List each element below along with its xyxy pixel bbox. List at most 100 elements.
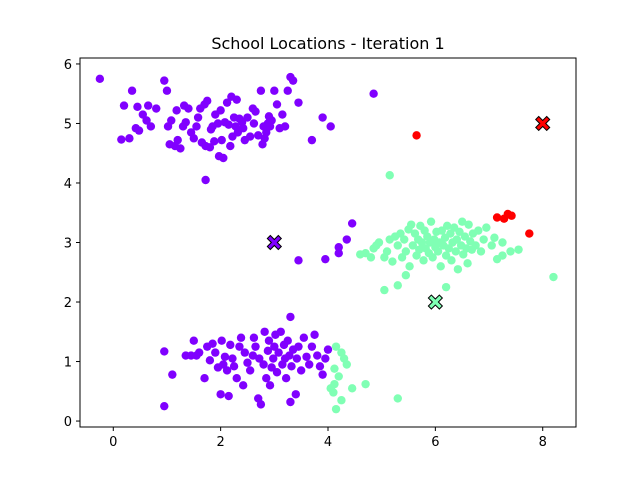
data-point <box>474 226 483 235</box>
data-point <box>278 110 287 119</box>
chart-title: School Locations - Iteration 1 <box>211 34 444 53</box>
data-point <box>441 251 451 260</box>
data-point <box>222 366 232 375</box>
data-point <box>347 219 357 228</box>
data-point <box>321 354 330 363</box>
x-axis: 0 2 4 6 8 <box>109 427 547 450</box>
data-point <box>506 247 515 256</box>
data-point <box>286 312 295 322</box>
data-point <box>331 342 341 351</box>
data-point <box>514 245 523 254</box>
data-point <box>256 400 266 409</box>
centroid-marker <box>266 234 283 251</box>
data-point <box>205 356 215 365</box>
data-point <box>318 113 327 122</box>
data-point <box>134 126 144 135</box>
data-point <box>452 235 462 244</box>
data-point <box>549 272 558 282</box>
data-point <box>296 366 306 375</box>
data-point <box>407 220 416 229</box>
data-point <box>441 282 451 292</box>
data-point <box>388 257 397 266</box>
data-point <box>272 100 282 109</box>
data-point <box>184 104 193 113</box>
data-point <box>254 131 263 140</box>
data-point <box>274 348 283 357</box>
data-point <box>200 374 209 383</box>
data-point <box>428 253 437 262</box>
x-tick-label: 8 <box>539 435 547 450</box>
data-point <box>401 271 411 280</box>
data-point <box>393 394 402 403</box>
data-point <box>405 262 414 271</box>
data-point <box>334 243 343 252</box>
data-point <box>189 336 198 345</box>
data-point <box>393 241 402 250</box>
data-point <box>249 333 259 342</box>
data-point <box>442 221 452 231</box>
data-point <box>490 233 499 242</box>
data-point <box>267 116 276 125</box>
data-point <box>256 86 266 95</box>
data-point <box>458 217 467 226</box>
data-point <box>240 348 249 357</box>
data-point <box>305 360 314 369</box>
data-point <box>321 254 330 264</box>
data-point <box>217 336 226 345</box>
data-point <box>307 342 317 351</box>
data-point <box>259 360 268 369</box>
data-point <box>313 351 322 360</box>
data-point <box>236 333 246 342</box>
data-point <box>415 245 424 254</box>
data-point <box>437 226 446 235</box>
data-point <box>119 101 129 110</box>
data-point <box>222 98 232 107</box>
data-point <box>117 135 126 144</box>
data-point <box>498 238 507 247</box>
data-point <box>251 342 260 351</box>
data-point <box>334 249 343 258</box>
data-point <box>374 238 384 247</box>
data-point <box>267 363 276 372</box>
data-point <box>463 259 472 268</box>
data-point <box>245 132 255 141</box>
data-point <box>95 74 105 84</box>
data-point <box>203 96 212 106</box>
data-point <box>224 391 233 401</box>
data-point <box>269 354 278 363</box>
data-point <box>226 340 235 350</box>
data-point <box>160 76 169 85</box>
data-point <box>228 354 237 363</box>
data-point <box>217 135 226 145</box>
data-point <box>255 354 264 363</box>
data-point <box>288 76 298 85</box>
data-point <box>366 253 376 262</box>
data-point <box>287 362 296 371</box>
data-point <box>238 381 248 390</box>
data-point <box>436 262 445 271</box>
data-point <box>176 144 185 153</box>
data-point <box>194 348 204 357</box>
data-point <box>492 213 502 222</box>
data-point <box>323 345 333 354</box>
data-point <box>213 119 223 128</box>
data-point <box>201 175 210 185</box>
data-point <box>243 358 252 367</box>
data-point <box>476 247 486 256</box>
data-point <box>248 351 258 360</box>
data-point <box>249 119 259 128</box>
data-point <box>382 247 392 256</box>
data-point <box>361 379 370 389</box>
data-point <box>412 131 421 140</box>
data-point <box>464 220 473 229</box>
data-point <box>283 336 292 345</box>
data-point <box>482 223 491 232</box>
data-point <box>127 86 137 95</box>
data-point <box>326 122 335 131</box>
data-point <box>453 265 463 274</box>
data-point <box>342 360 351 369</box>
data-point <box>385 171 394 180</box>
data-point <box>272 368 282 377</box>
data-point <box>299 333 309 342</box>
